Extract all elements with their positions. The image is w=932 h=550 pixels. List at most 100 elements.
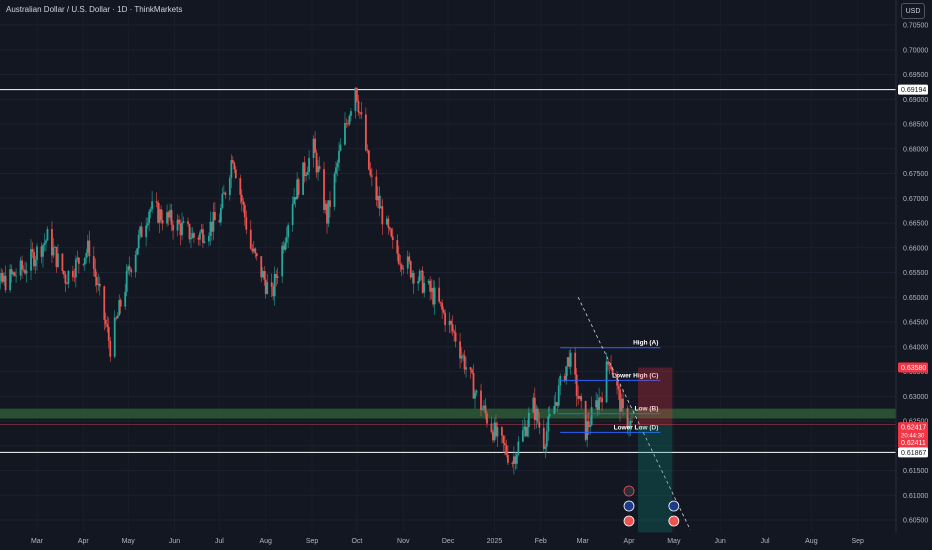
candle-body — [188, 223, 191, 240]
y-tick-label: 0.64500 — [903, 320, 928, 327]
candle-body — [474, 392, 476, 399]
candle-body — [620, 398, 623, 412]
candle-body — [104, 319, 107, 325]
candle-body — [272, 286, 275, 297]
candle-body — [160, 209, 162, 221]
candle-body — [511, 462, 514, 464]
structure-annotations: High (A) Lower High (C) Low (B) Lower Low (… — [557, 297, 691, 531]
candle-body — [242, 201, 245, 205]
candle-body — [30, 249, 32, 271]
symbol-title[interactable]: Australian Dollar / U.S. Dollar · 1D · T… — [6, 5, 183, 14]
candle-body — [607, 361, 609, 365]
candle-body — [459, 341, 461, 359]
candle-body — [472, 372, 475, 399]
candle-body — [169, 210, 171, 218]
candle-body — [145, 225, 148, 238]
candle-body — [231, 160, 234, 163]
candle-body — [193, 233, 195, 238]
candle-body — [566, 357, 569, 367]
candle-body — [85, 252, 88, 258]
y-tick-label: 0.67000 — [903, 196, 928, 203]
candle-body — [98, 283, 101, 287]
candle-body — [427, 280, 430, 284]
short-position-tool[interactable] — [637, 367, 673, 533]
candle-body — [287, 225, 290, 238]
candle-body — [254, 248, 257, 254]
candle-body — [441, 302, 444, 310]
y-tick-label: 0.62500 — [903, 419, 928, 426]
candle-body — [260, 256, 263, 278]
candle-body — [181, 222, 183, 236]
y-tick-label: 0.61000 — [903, 493, 928, 500]
candle-body — [240, 194, 243, 202]
price-badge — [898, 362, 928, 373]
candle-body — [430, 287, 433, 292]
candle-body — [88, 240, 91, 257]
candle-body — [151, 201, 154, 210]
candle-body — [629, 421, 632, 428]
y-tick-label: 0.61500 — [903, 468, 928, 475]
candle-body — [481, 408, 484, 411]
candle-body — [146, 223, 149, 226]
candle-body — [429, 280, 432, 292]
candle-body — [471, 369, 473, 373]
candle-body — [284, 242, 287, 250]
trend-line — [577, 297, 691, 531]
candle-body — [255, 253, 258, 257]
candle-body — [293, 197, 296, 205]
candle-body — [475, 390, 478, 393]
candle-body — [94, 268, 97, 277]
candle-body — [375, 176, 378, 201]
candle-body — [0, 273, 3, 282]
candle-body — [134, 254, 137, 273]
price-badge — [898, 447, 928, 458]
candle-body — [233, 162, 236, 170]
candle-body — [137, 234, 140, 249]
candle-body — [450, 320, 453, 325]
candle-body — [55, 246, 58, 267]
currency-selector[interactable]: USD — [901, 3, 925, 19]
candle-body — [423, 283, 426, 293]
candle-body — [73, 276, 76, 278]
candle-body — [124, 291, 127, 307]
candle-body — [222, 192, 225, 194]
candle-body — [148, 211, 151, 224]
candle-body — [523, 426, 526, 431]
candle-body — [139, 226, 142, 235]
y-tick-label: 0.60500 — [903, 518, 928, 525]
candle-body — [492, 432, 494, 441]
candle-body — [9, 269, 11, 291]
candle-body — [3, 275, 6, 282]
candle-body — [15, 275, 17, 277]
candle-body — [553, 405, 556, 415]
y-tick-label: 0.65000 — [903, 295, 928, 302]
candle-body — [545, 431, 548, 447]
candle-body — [249, 229, 252, 249]
candle-body — [575, 374, 578, 396]
candle-body — [344, 123, 346, 145]
candle-body — [158, 209, 161, 223]
candle-body — [336, 162, 339, 168]
candle-body — [31, 249, 34, 253]
candle-body — [178, 219, 180, 224]
candle-body — [505, 445, 508, 455]
candle-body — [0, 281, 1, 290]
y-tick-label: 0.70000 — [903, 47, 928, 54]
candle-body — [318, 166, 321, 170]
candle-body — [167, 212, 170, 218]
candle-body — [275, 274, 278, 278]
candle-body — [281, 245, 284, 277]
candle-body — [12, 272, 14, 275]
candle-body — [109, 340, 112, 357]
candle-body — [224, 192, 227, 196]
candle-body — [574, 352, 577, 375]
candles — [0, 86, 633, 475]
economic-events[interactable] — [623, 485, 680, 527]
countdown-label: 20:44:30 — [901, 434, 925, 440]
candle-body — [515, 454, 518, 464]
candle-body — [63, 270, 65, 275]
candle-body — [469, 367, 472, 370]
candle-body — [130, 269, 133, 273]
